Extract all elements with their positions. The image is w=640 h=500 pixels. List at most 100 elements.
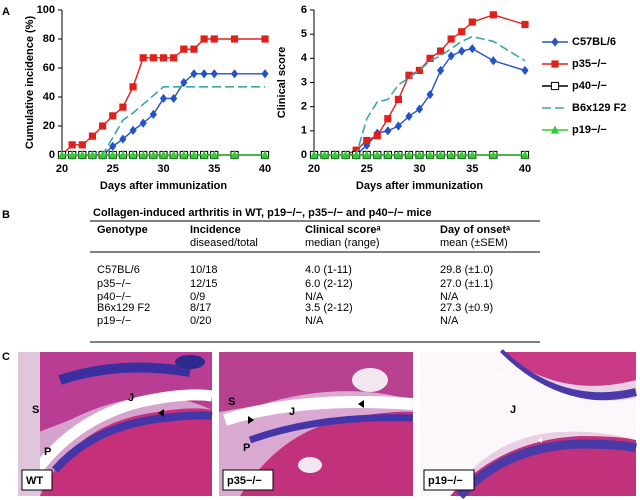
x-tick-label: 25 — [107, 163, 119, 175]
image-label: p35−/− — [227, 475, 262, 487]
column-header: Clinical scoreᵃ — [305, 224, 382, 236]
marker — [180, 77, 188, 88]
marker — [394, 95, 402, 104]
image-label-box — [21, 469, 53, 491]
marker — [447, 35, 455, 43]
axes — [313, 10, 525, 156]
marker — [405, 111, 413, 121]
table-cell: C57BL/6 — [97, 264, 140, 276]
marker — [458, 46, 466, 56]
table-cell: 0/20 — [190, 315, 211, 327]
region-label: P — [243, 442, 250, 454]
marker — [129, 125, 137, 135]
marker — [468, 150, 477, 159]
table-cell: B6x129 F2 — [97, 302, 150, 314]
x-tick-label: 25 — [361, 163, 373, 175]
marker — [109, 112, 117, 120]
table-cell: N/A — [440, 315, 459, 327]
marker — [200, 35, 208, 43]
marker — [230, 150, 239, 159]
image-label-box — [423, 469, 475, 491]
x-tick-label: 40 — [259, 163, 271, 175]
marker — [57, 150, 67, 159]
marker — [458, 28, 466, 36]
legend-label: p35−/− — [572, 58, 607, 70]
y-tick-label: 80 — [43, 33, 55, 45]
marker — [118, 150, 127, 159]
y-tick-label: 3 — [301, 76, 307, 88]
legend-label: p19−/− — [572, 124, 607, 136]
marker — [405, 71, 413, 79]
table-cell: p35−/− — [97, 278, 131, 290]
marker — [230, 35, 239, 43]
legend-marker — [550, 81, 560, 91]
marker — [404, 150, 414, 159]
table-cell: 3.5 (2-12) — [305, 302, 353, 314]
marker — [436, 150, 445, 159]
marker — [468, 44, 476, 54]
x-tick-label: 35 — [466, 163, 478, 175]
histology-p19 — [420, 349, 638, 500]
marker — [425, 150, 435, 159]
marker — [200, 69, 208, 79]
marker — [88, 150, 97, 159]
marker — [170, 93, 178, 104]
marker — [230, 69, 239, 79]
table-cell: 6.0 (2-12) — [305, 278, 353, 290]
x-tick-label: 35 — [208, 163, 220, 175]
marker — [169, 150, 178, 159]
marker — [128, 150, 138, 159]
panel-label: A — [2, 6, 10, 18]
marker — [139, 118, 147, 128]
marker — [447, 51, 455, 61]
marker — [352, 150, 361, 159]
marker — [109, 141, 117, 151]
legend-label: B6x129 F2 — [572, 102, 626, 114]
marker — [149, 150, 158, 159]
x-axis-label: Days after immunization — [356, 180, 483, 192]
y-axis-label: Cumulative incidence (%) — [24, 16, 36, 150]
marker — [383, 150, 392, 159]
marker — [363, 136, 371, 145]
column-header: Day of onsetᵃ — [440, 224, 511, 236]
region-label: S — [228, 396, 235, 408]
region-label: J — [289, 406, 295, 418]
marker — [415, 104, 424, 114]
column-header: Genotype — [97, 224, 148, 236]
marker — [373, 132, 381, 140]
marker — [261, 35, 269, 43]
marker — [331, 150, 340, 159]
marker — [179, 150, 188, 159]
marker — [190, 45, 198, 53]
y-tick-label: 0 — [49, 149, 55, 161]
series-line — [314, 35, 526, 156]
marker — [159, 93, 168, 104]
marker — [415, 150, 424, 159]
table-cell: 29.8 (±1.0) — [440, 264, 493, 276]
x-tick-label: 40 — [519, 163, 531, 175]
marker — [210, 35, 218, 43]
table-cell: p40−/− — [97, 291, 131, 303]
legend-marker — [550, 125, 560, 134]
image-label: p19−/− — [428, 475, 463, 487]
table-cell: N/A — [305, 291, 324, 303]
histology-wt — [18, 352, 213, 496]
marker — [139, 150, 148, 159]
marker — [352, 146, 360, 154]
series-line — [62, 73, 265, 156]
y-tick-label: 5 — [301, 28, 307, 40]
marker — [468, 18, 476, 26]
marker — [341, 150, 350, 159]
marker — [210, 150, 219, 159]
marker — [88, 132, 97, 140]
marker — [384, 126, 392, 136]
marker — [489, 11, 497, 19]
marker — [260, 150, 270, 159]
marker — [190, 69, 198, 79]
table-cell: 0/9 — [190, 291, 205, 303]
y-tick-label: 100 — [37, 4, 55, 16]
marker — [108, 150, 117, 159]
marker — [309, 150, 319, 159]
marker — [119, 103, 127, 111]
